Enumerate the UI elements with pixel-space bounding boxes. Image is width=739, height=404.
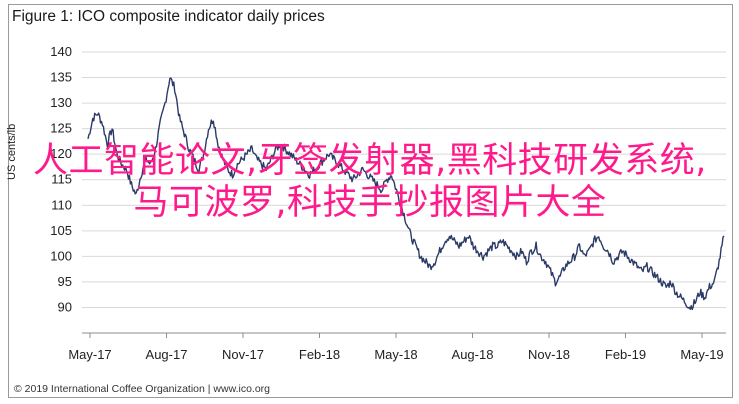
y-tick-label-95: 95 [58,274,72,289]
y-tick-label-105: 105 [50,223,72,238]
y-tick-label-120: 120 [50,146,72,161]
x-tick-label-May-18: May-18 [374,347,417,362]
y-tick-label-130: 130 [50,95,72,110]
x-tick-label-Nov-17: Nov-17 [222,347,264,362]
x-tick-label-Aug-17: Aug-17 [146,347,188,362]
x-tick-label-May-17: May-17 [68,347,111,362]
x-tick-label-Nov-18: Nov-18 [528,347,570,362]
x-tick-label-Feb-19: Feb-19 [605,347,646,362]
y-tick-label-100: 100 [50,248,72,263]
x-tick-label-Feb-18: Feb-18 [299,347,340,362]
y-tick-label-140: 140 [50,44,72,59]
x-tick-label-May-19: May-19 [680,347,723,362]
price-series-line [87,77,725,311]
x-tick-label-Aug-18: Aug-18 [452,347,494,362]
y-tick-label-125: 125 [50,121,72,136]
chart-frame [8,4,733,398]
chart-title: Figure 1: ICO composite indicator daily … [12,8,325,25]
copyright-footer: © 2019 International Coffee Organization… [14,383,270,395]
y-tick-label-115: 115 [51,172,72,187]
y-tick-label-110: 110 [51,197,72,212]
y-tick-label-90: 90 [58,299,72,314]
overlay-watermark-text: 人工智能论文,牙签发射器,黑科技研发系统,马可波罗,科技手抄报图片大全 [33,141,707,223]
y-tick-label-135: 135 [50,70,72,85]
